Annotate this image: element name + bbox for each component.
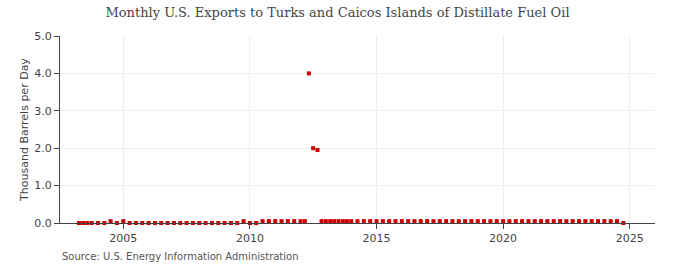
svg-text:1.0: 1.0 — [34, 179, 52, 192]
svg-text:Thousand Barrels per Day: Thousand Barrels per Day — [18, 58, 31, 202]
svg-text:3.0: 3.0 — [34, 105, 52, 118]
svg-text:2010: 2010 — [236, 232, 264, 245]
svg-text:5.0: 5.0 — [34, 30, 52, 43]
svg-text:2.0: 2.0 — [34, 142, 52, 155]
svg-text:2005: 2005 — [109, 232, 137, 245]
svg-text:2015: 2015 — [362, 232, 390, 245]
svg-text:Monthly U.S. Exports to Turks: Monthly U.S. Exports to Turks and Caicos… — [105, 5, 569, 20]
svg-text:4.0: 4.0 — [34, 67, 52, 80]
svg-text:Source: U.S. Energy Informatio: Source: U.S. Energy Information Administ… — [62, 251, 299, 262]
svg-text:2025: 2025 — [616, 232, 644, 245]
svg-text:0.0: 0.0 — [34, 217, 52, 230]
svg-text:2020: 2020 — [489, 232, 517, 245]
